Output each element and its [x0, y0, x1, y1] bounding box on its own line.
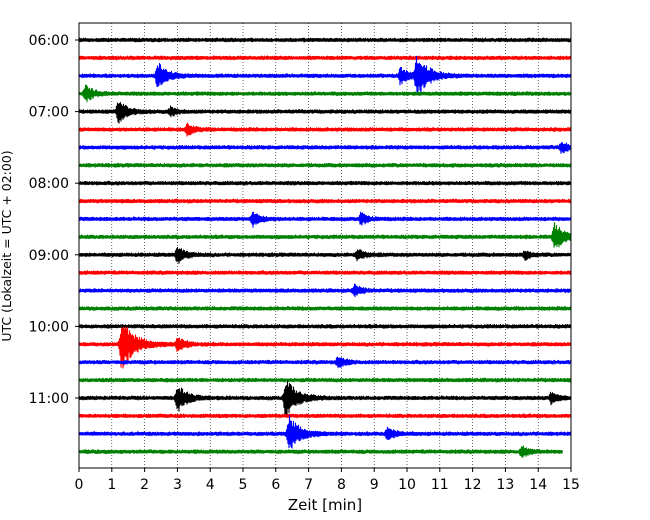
x-tick-label-12: 12: [464, 477, 482, 493]
trace-0915: [78, 270, 572, 276]
x-tick-label-15: 15: [562, 477, 580, 493]
x-tick-label-5: 5: [239, 477, 248, 493]
trace-0830: [78, 211, 572, 228]
trace-1030: [78, 356, 572, 369]
x-tick-label-0: 0: [75, 477, 84, 493]
trace-1100: [78, 380, 572, 418]
trace-1015: [78, 326, 572, 369]
trace-0745: [78, 162, 572, 168]
y-tick-label-11:00: 11:00: [29, 391, 69, 407]
x-tick-label-13: 13: [496, 477, 514, 493]
trace-0900: [78, 246, 572, 264]
trace-0700: [78, 101, 572, 124]
x-tick-label-14: 14: [529, 477, 547, 493]
x-tick-label-1: 1: [107, 477, 116, 493]
trace-0730: [78, 142, 572, 154]
trace-1130: [78, 414, 572, 449]
trace-1145: [78, 445, 564, 458]
y-tick-label-07:00: 07:00: [29, 105, 69, 121]
trace-1000: [78, 323, 572, 329]
x-tick-label-9: 9: [370, 477, 379, 493]
trace-0945: [78, 306, 572, 312]
x-tick-label-11: 11: [431, 477, 449, 493]
x-tick-label-8: 8: [337, 477, 346, 493]
y-tick-label-10:00: 10:00: [29, 319, 69, 335]
trace-1045: [78, 377, 572, 383]
trace-0715: [78, 122, 572, 137]
x-tick-label-2: 2: [140, 477, 149, 493]
x-tick-label-7: 7: [304, 477, 313, 493]
x-axis-label: Zeit [min]: [288, 496, 362, 514]
grid: [111, 23, 539, 468]
x-axis: 0 1 2 3 4 5 6 7 8 9 10 11 12 13 14 15: [75, 468, 580, 493]
x-tick-label-4: 4: [206, 477, 215, 493]
x-tick-label-6: 6: [271, 477, 280, 493]
x-tick-label-10: 10: [398, 477, 416, 493]
trace-0930: [78, 283, 572, 298]
y-axis: 06:00 07:00 08:00 09:00 10:00 11:00: [29, 33, 79, 407]
trace-0815: [78, 198, 572, 204]
trace-0645: [78, 84, 572, 103]
y-tick-label-08:00: 08:00: [29, 176, 69, 192]
trace-0600: [78, 37, 572, 43]
y-axis-label: UTC (Lokalzeit = UTC + 02:00): [0, 150, 14, 341]
trace-0615: [78, 55, 572, 61]
trace-0845: [78, 222, 572, 248]
y-tick-label-09:00: 09:00: [29, 248, 69, 264]
trace-0800: [78, 180, 572, 186]
plot-frame: [78, 22, 572, 469]
traces: [78, 37, 572, 458]
trace-1115: [78, 413, 572, 419]
x-tick-label-3: 3: [173, 477, 182, 493]
y-tick-label-06:00: 06:00: [29, 33, 69, 49]
trace-0630: [78, 55, 572, 93]
